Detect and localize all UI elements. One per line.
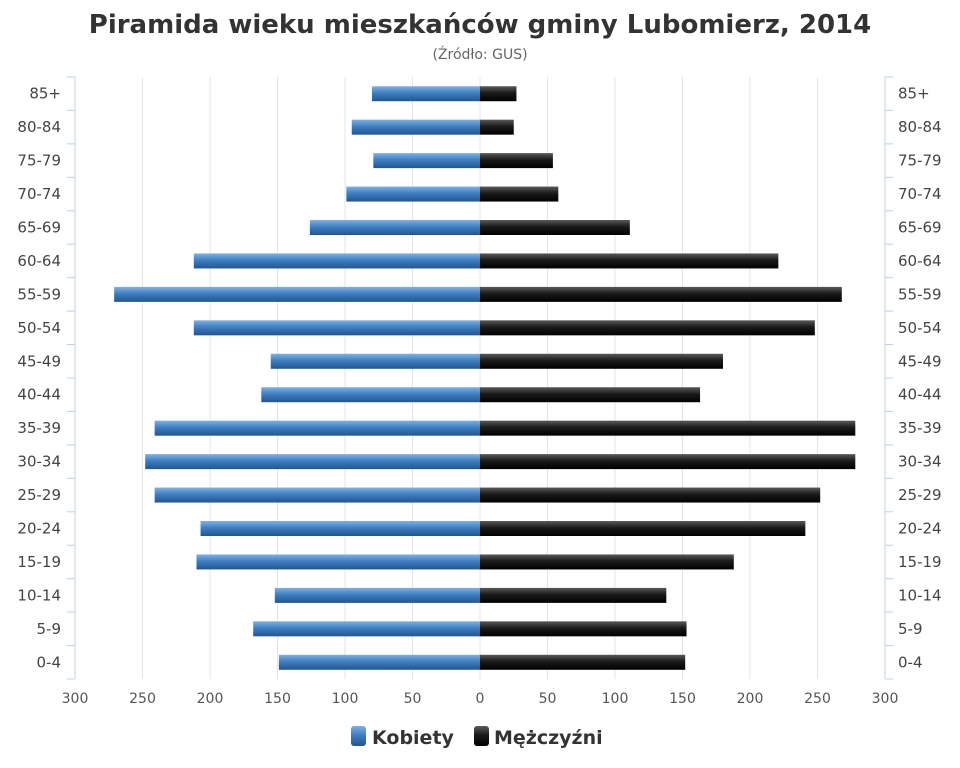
category-label-left: 55-59 xyxy=(17,285,61,303)
x-tick-label: 300 xyxy=(62,691,89,707)
bar-mezczyzni-0-4 xyxy=(480,654,686,670)
category-label-right: 35-39 xyxy=(898,419,942,437)
category-labels-left: 85+ 80-84 75-79 70-74 65-69 60-64 55-59 50-54 45… xyxy=(17,85,61,672)
bar-mezczyzni-45-49 xyxy=(480,353,723,369)
chart-title: Piramida wieku mieszkańców gminy Lubomie… xyxy=(89,10,871,40)
x-tick-label: 250 xyxy=(804,691,831,707)
bar-kobiety-0-4 xyxy=(278,654,480,670)
category-label-right: 60-64 xyxy=(898,252,942,270)
category-label-right: 75-79 xyxy=(898,152,942,170)
chart-subtitle: (Źródło: GUS) xyxy=(432,45,527,63)
category-label-right: 10-14 xyxy=(898,586,942,604)
x-tick-label: 150 xyxy=(669,691,696,707)
x-tick-label: 50 xyxy=(404,691,422,707)
category-label-left: 25-29 xyxy=(17,486,61,504)
legend-label-mezczyzni: Mężczyźni xyxy=(494,727,603,749)
x-tick-label: 0 xyxy=(476,691,485,707)
category-label-left: 40-44 xyxy=(17,386,61,404)
axis-lines xyxy=(67,76,893,680)
bar-kobiety-65-69 xyxy=(309,220,480,235)
category-label-right: 40-44 xyxy=(898,386,942,404)
bar-mezczyzni-65-69 xyxy=(480,220,630,235)
x-tick-label: 300 xyxy=(872,691,899,707)
category-label-right: 25-29 xyxy=(898,486,942,504)
category-label-left: 30-34 xyxy=(17,453,61,471)
bar-mezczyzni-70-74 xyxy=(480,186,559,202)
x-tick-labels: 300 250 200 150 100 50 0 50 100 150 200 250 300 xyxy=(62,691,899,707)
bar-kobiety-75-79 xyxy=(373,153,480,169)
bar-kobiety-10-14 xyxy=(274,587,480,603)
bar-mezczyzni-10-14 xyxy=(480,587,667,603)
bar-kobiety-20-24 xyxy=(200,521,481,536)
bar-kobiety-40-44 xyxy=(261,387,480,403)
bar-mezczyzni-80-84 xyxy=(480,119,514,135)
x-tick-label: 100 xyxy=(332,691,359,707)
bar-mezczyzni-5-9 xyxy=(480,621,687,637)
bar-mezczyzni-40-44 xyxy=(480,387,701,403)
category-label-left: 60-64 xyxy=(17,252,61,270)
bar-kobiety-60-64 xyxy=(193,253,481,269)
bar-mezczyzni-75-79 xyxy=(480,153,553,169)
bar-mezczyzni-15-19 xyxy=(480,554,734,570)
bar-kobiety-5-9 xyxy=(253,621,480,637)
category-label-left: 0-4 xyxy=(37,653,62,671)
x-tick-label: 250 xyxy=(129,691,156,707)
category-label-left: 10-14 xyxy=(17,586,61,604)
x-tick-label: 100 xyxy=(602,691,629,707)
x-tick-label: 50 xyxy=(539,691,557,707)
bar-kobiety-15-19 xyxy=(196,554,480,570)
legend: Kobiety Mężczyźni xyxy=(351,726,603,749)
bar-mezczyzni-30-34 xyxy=(480,454,856,470)
bar-mezczyzni-60-64 xyxy=(480,253,779,269)
x-tick-label: 150 xyxy=(264,691,291,707)
category-label-left: 80-84 xyxy=(17,118,61,136)
category-label-right: 70-74 xyxy=(898,185,942,203)
bar-mezczyzni-55-59 xyxy=(480,286,842,302)
x-tick-label: 200 xyxy=(197,691,224,707)
category-label-right: 0-4 xyxy=(898,653,923,671)
category-label-left: 5-9 xyxy=(37,620,62,638)
bar-kobiety-30-34 xyxy=(145,454,480,470)
bar-kobiety-50-54 xyxy=(193,320,481,336)
category-label-right: 45-49 xyxy=(898,352,942,370)
bar-kobiety-80-84 xyxy=(351,119,480,135)
bar-kobiety-85+ xyxy=(372,86,480,102)
category-label-right: 50-54 xyxy=(898,319,942,337)
bar-mezczyzni-85+ xyxy=(480,86,517,102)
category-label-left: 45-49 xyxy=(17,352,61,370)
category-label-left: 20-24 xyxy=(17,520,61,538)
category-label-right: 65-69 xyxy=(898,219,942,237)
category-label-right: 80-84 xyxy=(898,118,942,136)
category-label-right: 5-9 xyxy=(898,620,923,638)
category-labels-right: 85+ 80-84 75-79 70-74 65-69 60-64 55-59 50-54 45… xyxy=(898,85,942,672)
category-label-left: 70-74 xyxy=(17,185,61,203)
bar-mezczyzni-20-24 xyxy=(480,521,806,536)
category-label-left: 50-54 xyxy=(17,319,61,337)
bar-mezczyzni-35-39 xyxy=(480,420,856,436)
legend-swatch-mezczyzni xyxy=(474,726,489,746)
bar-kobiety-45-49 xyxy=(270,353,480,369)
bar-mezczyzni-50-54 xyxy=(480,320,815,336)
category-label-right: 30-34 xyxy=(898,453,942,471)
bar-kobiety-55-59 xyxy=(114,286,481,302)
category-label-left: 85+ xyxy=(29,85,61,103)
category-label-right: 55-59 xyxy=(898,285,942,303)
category-label-right: 20-24 xyxy=(898,520,942,538)
bar-kobiety-35-39 xyxy=(154,420,480,436)
legend-swatch-kobiety xyxy=(351,726,366,746)
category-label-right: 15-19 xyxy=(898,553,942,571)
category-label-right: 85+ xyxy=(898,85,930,103)
bars xyxy=(114,86,856,670)
bar-mezczyzni-25-29 xyxy=(480,487,821,503)
bar-kobiety-25-29 xyxy=(154,487,480,503)
category-label-left: 65-69 xyxy=(17,219,61,237)
legend-label-kobiety: Kobiety xyxy=(372,727,455,749)
x-tick-label: 200 xyxy=(737,691,764,707)
category-label-left: 35-39 xyxy=(17,419,61,437)
bar-kobiety-70-74 xyxy=(346,186,480,202)
category-label-left: 75-79 xyxy=(17,152,61,170)
category-label-left: 15-19 xyxy=(17,553,61,571)
